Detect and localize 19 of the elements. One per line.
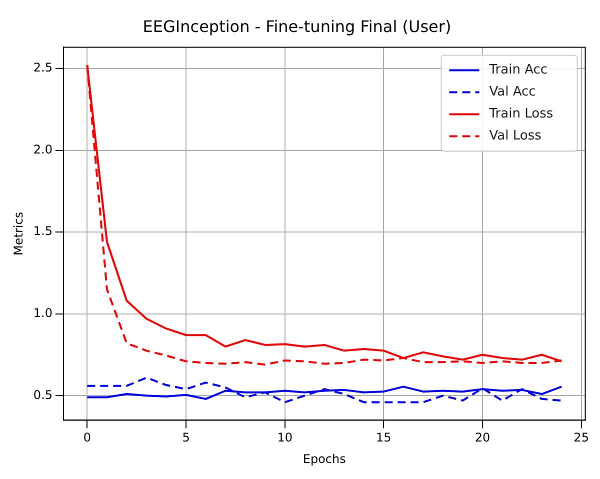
y-axis-title: Metrics — [11, 212, 26, 256]
x-tick-label: 20 — [474, 430, 490, 445]
x-tick-label: 10 — [277, 430, 292, 445]
legend-label: Val Acc — [489, 84, 536, 100]
legend-label: Val Loss — [489, 128, 542, 144]
chart-title: EEGInception - Fine-tuning Final (User) — [142, 16, 452, 36]
x-axis-title: Epochs — [302, 452, 346, 466]
y-tick-label: 1.0 — [33, 306, 52, 320]
x-tick-label: 25 — [574, 430, 589, 445]
legend-label: Train Loss — [488, 106, 554, 122]
line-series — [86, 376, 563, 404]
x-tick-label: 5 — [182, 430, 190, 445]
y-tick-label: 1.5 — [33, 224, 52, 238]
y-tick-label: 2.5 — [33, 60, 52, 75]
legend-label: Train Acc — [488, 62, 548, 78]
x-tick-label: 0 — [83, 430, 92, 445]
y-tick-label: 2.0 — [33, 142, 52, 156]
x-tick-label: 15 — [376, 430, 392, 445]
y-tick-label: 0.5 — [33, 388, 52, 402]
